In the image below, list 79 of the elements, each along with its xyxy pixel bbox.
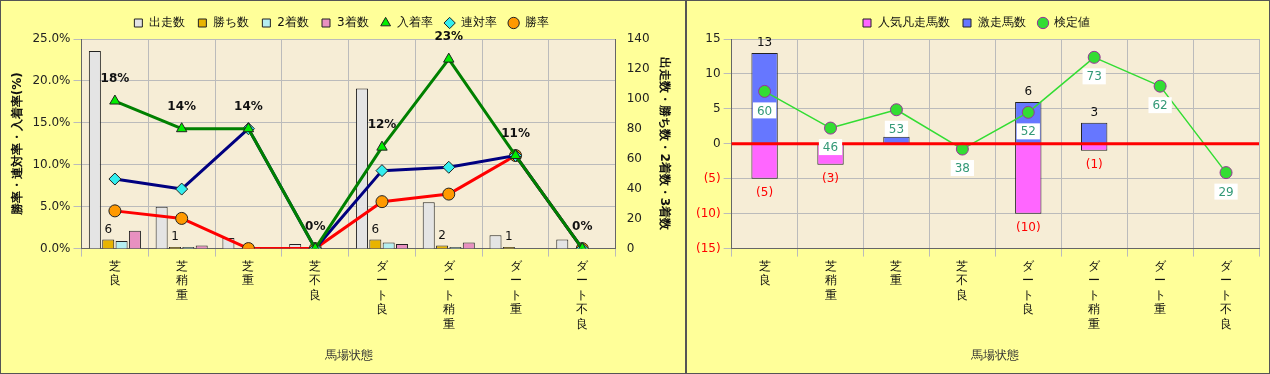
legend-label: 3着数 [337, 15, 369, 30]
y-tick-label: 0.0% [40, 240, 71, 255]
y2-tick-label: 60 [626, 150, 642, 165]
y-tick-label: (15) [695, 240, 721, 255]
x-tick-label: 芝重 [242, 258, 255, 288]
y2-tick-label: 0 [626, 240, 635, 255]
x-tick-label: 芝稍重 [175, 258, 188, 302]
legend-label: 検定値 [1054, 15, 1090, 30]
data-label: 13 [756, 35, 773, 50]
data-label: 38 [954, 161, 970, 176]
y-tick-label: 25.0% [32, 31, 71, 46]
y2-tick-label: 20 [626, 210, 642, 225]
legend-label: 2着数 [277, 15, 310, 30]
x-tick-label: 芝良 [108, 258, 121, 288]
x-tick-label: ダート稍重 [1088, 258, 1102, 331]
y2-tick-label: 120 [626, 61, 650, 76]
x-tick-label: ダート不良 [576, 258, 590, 331]
x-tick-label: 芝良 [758, 258, 771, 288]
y2-tick-label: 140 [626, 31, 650, 46]
data-label: 14% [167, 98, 197, 113]
data-label: 6 [371, 221, 380, 236]
data-label: 14% [234, 98, 263, 113]
y2-tick-label: 80 [626, 120, 642, 135]
data-label: 6 [1024, 84, 1033, 98]
x-tick-label: ダート不良 [1220, 258, 1234, 331]
legend-label: 勝率 [524, 15, 549, 30]
x-axis-title: 馬場状態 [970, 348, 1020, 363]
x-tick-label: 芝稍重 [824, 258, 837, 302]
data-label: 18% [100, 71, 130, 86]
legend-label: 出走数 [149, 15, 186, 30]
data-label: 11% [501, 125, 530, 140]
y-tick-label: 0 [712, 135, 721, 150]
x-tick-label: ダート重 [1154, 258, 1168, 317]
legend-label: 連対率 [460, 15, 497, 30]
data-label: (1) [1085, 156, 1103, 171]
y-tick-label: (10) [695, 205, 721, 220]
y-tick-label: (5) [703, 170, 721, 185]
data-label: 2 [438, 227, 446, 242]
x-tick-label: ダート稍重 [442, 258, 456, 331]
data-label: 0% [305, 218, 326, 233]
y-axis-title: 勝率・連対率・入着率(%) [10, 72, 25, 217]
data-label: 29 [1218, 184, 1234, 199]
y-tick-label: 5 [712, 100, 721, 115]
data-label: 0% [572, 218, 593, 233]
y2-axis-title: 出走数・勝ち数・2着数・3着数 [657, 57, 672, 232]
y-tick-label: 15 [705, 31, 721, 46]
y-tick-label: 15.0% [32, 114, 71, 129]
x-tick-label: ダート良 [1022, 258, 1036, 317]
data-label: 1 [505, 229, 513, 244]
legend-label: 激走馬数 [978, 15, 1026, 30]
legend-label: 人気凡走馬数 [878, 15, 950, 30]
legend-label: 入着率 [396, 15, 433, 30]
data-label: (5) [756, 184, 774, 199]
data-label: (3) [822, 170, 840, 185]
x-tick-label: 芝重 [890, 258, 903, 288]
data-label: 3 [1090, 104, 1099, 119]
legend-label: 勝ち数 [213, 15, 250, 30]
data-label: (10) [1015, 219, 1041, 234]
data-label: 23% [434, 29, 464, 44]
data-label: 73 [1086, 69, 1102, 84]
x-tick-label: ダート良 [375, 258, 389, 317]
data-label: 60 [756, 103, 773, 118]
y-tick-label: 20.0% [32, 73, 71, 88]
data-label: 12% [367, 117, 397, 132]
y2-tick-label: 100 [626, 91, 650, 106]
data-label: 46 [822, 140, 839, 155]
x-tick-label: 芝不良 [309, 258, 322, 302]
y-tick-label: 5.0% [40, 198, 71, 213]
y-tick-label: 10.0% [32, 156, 71, 171]
y-tick-label: 10 [705, 66, 721, 81]
x-axis-title: 馬場状態 [323, 348, 373, 363]
data-label: 6 [104, 221, 113, 236]
data-label: 62 [1152, 98, 1168, 113]
y2-tick-label: 40 [626, 180, 642, 195]
x-tick-label: ダート重 [509, 258, 523, 317]
data-label: 1 [171, 229, 179, 244]
data-label: 53 [888, 121, 905, 136]
x-tick-label: 芝不良 [956, 258, 969, 302]
data-label: 52 [1020, 124, 1036, 139]
